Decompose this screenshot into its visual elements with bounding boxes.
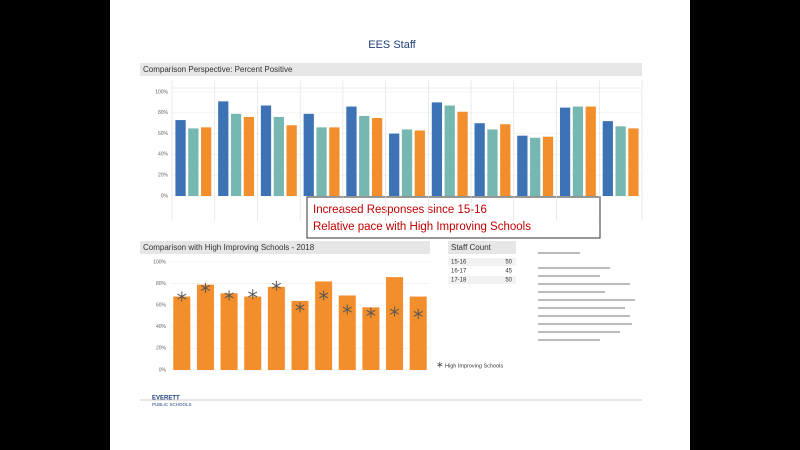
marker — [342, 304, 352, 315]
bar — [175, 120, 186, 196]
bar — [530, 137, 541, 196]
chart-title: Comparison with High Improving Schools -… — [143, 243, 315, 252]
y-tick-label: 20% — [156, 346, 167, 352]
bar — [329, 127, 340, 196]
annotation: Relative pace with High Improving School… — [313, 221, 531, 233]
annotation: Increased Responses since 15-16 — [313, 204, 487, 216]
bar — [628, 128, 639, 196]
bar — [409, 296, 427, 370]
bar — [386, 277, 404, 370]
bar — [602, 121, 613, 196]
bar — [559, 107, 571, 196]
bar — [572, 106, 584, 196]
bar — [220, 293, 238, 370]
bar — [359, 115, 370, 196]
y-tick-label: 0% — [161, 193, 169, 199]
marker — [413, 308, 423, 319]
bar — [346, 106, 357, 196]
table-cell: 16-17 — [451, 269, 467, 275]
staff-table: 15-16 50 16-17 45 17-18 50 — [448, 258, 516, 284]
bar — [218, 101, 229, 196]
bar — [338, 295, 356, 370]
bar — [362, 307, 380, 370]
bar — [585, 106, 596, 196]
table-cell: 45 — [505, 269, 512, 275]
chart-title: Comparison Perspective: Percent Positive — [143, 65, 293, 74]
section-header — [140, 241, 430, 254]
table-cell: 17-18 — [451, 278, 467, 284]
bar — [474, 123, 485, 196]
slide-title: EES Staff — [368, 39, 416, 51]
y-tick-label: 0% — [159, 367, 167, 373]
bar — [267, 286, 285, 370]
logo: EVERETT — [152, 396, 180, 402]
bar — [173, 296, 191, 370]
y-tick-label: 40% — [158, 152, 169, 158]
bar — [316, 127, 327, 196]
bar — [500, 124, 511, 196]
bar — [389, 133, 400, 196]
bar — [457, 111, 468, 196]
marker — [224, 290, 234, 301]
bar — [401, 129, 413, 196]
bar — [303, 113, 314, 196]
y-tick-label: 60% — [156, 303, 167, 309]
legend-label: High Improving Schools — [445, 363, 503, 369]
bar — [273, 116, 284, 196]
bar — [201, 127, 212, 196]
y-tick-label: 100% — [153, 259, 166, 265]
y-tick-label: 80% — [156, 281, 167, 287]
y-tick-label: 20% — [158, 173, 169, 179]
bar — [487, 129, 498, 196]
annotation-box — [306, 196, 601, 239]
characteristics — [538, 252, 635, 341]
y-tick-label: 40% — [156, 324, 167, 330]
bar — [243, 116, 255, 196]
y-tick-label: 100% — [155, 89, 168, 95]
bar — [260, 105, 272, 196]
table-cell: 50 — [505, 278, 512, 284]
bar — [244, 296, 262, 370]
table-row — [448, 258, 516, 266]
bar — [444, 105, 455, 196]
marker — [248, 289, 258, 300]
bar — [542, 136, 554, 196]
bar — [315, 281, 333, 370]
bar — [230, 113, 242, 196]
table-cell: 15-16 — [451, 260, 467, 266]
bar — [286, 125, 297, 196]
marker — [389, 306, 400, 317]
bar — [196, 284, 214, 370]
section-header — [140, 63, 642, 76]
marker — [366, 307, 376, 318]
y-tick-label: 60% — [158, 131, 169, 137]
table-header — [448, 241, 516, 254]
logo: PUBLIC SCHOOLS — [152, 402, 192, 407]
bar — [431, 102, 443, 196]
marker — [295, 302, 305, 313]
bar — [517, 135, 528, 196]
table-row — [448, 276, 516, 284]
marker — [200, 282, 211, 293]
marker — [177, 291, 187, 302]
bar — [414, 130, 425, 196]
marker — [319, 290, 329, 301]
bar — [371, 118, 383, 196]
bar — [615, 126, 626, 196]
bar — [291, 300, 309, 370]
legend-marker: ∗ — [436, 359, 444, 369]
table-cell: 50 — [505, 260, 512, 266]
table-title: Staff Count — [451, 243, 492, 252]
y-tick-label: 80% — [158, 110, 169, 116]
bar — [188, 128, 199, 196]
marker — [271, 280, 281, 291]
